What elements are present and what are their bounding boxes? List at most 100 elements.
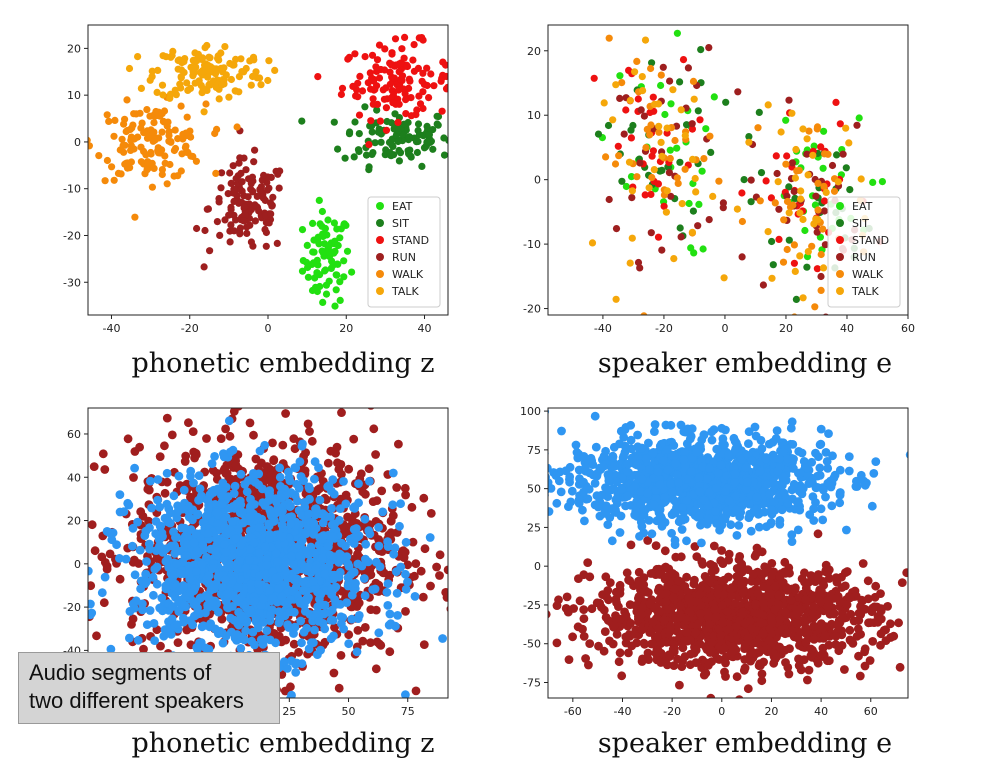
point-walk xyxy=(233,123,241,131)
point-run xyxy=(705,44,713,52)
point-speaker-2 xyxy=(317,600,326,610)
point-sit xyxy=(745,133,753,141)
point-speaker-2 xyxy=(198,540,208,550)
point-talk xyxy=(809,151,817,159)
point-speaker-2 xyxy=(172,559,182,569)
point-stand xyxy=(382,104,390,112)
point-run xyxy=(216,231,224,239)
point-walk xyxy=(177,102,185,110)
point-walk xyxy=(163,122,171,130)
point-speaker-2 xyxy=(167,614,177,624)
y-tick-label: 20 xyxy=(527,45,541,58)
points-layer xyxy=(69,33,475,310)
point-speaker-2 xyxy=(354,479,363,488)
point-speaker-2 xyxy=(136,584,145,594)
point-speaker-2 xyxy=(133,517,142,527)
point-walk xyxy=(674,179,682,187)
point-walk xyxy=(95,152,103,160)
point-speaker-2 xyxy=(360,514,370,524)
point-speaker-2 xyxy=(271,548,281,558)
point-run xyxy=(667,192,675,200)
point-eat xyxy=(667,100,675,108)
point-speaker-1 xyxy=(188,427,198,436)
point-speaker-2 xyxy=(236,592,246,602)
point-speaker-1 xyxy=(451,563,460,572)
point-speaker-1 xyxy=(854,651,863,661)
point-talk xyxy=(638,73,646,81)
point-stand xyxy=(358,87,367,95)
point-speaker-2 xyxy=(220,540,229,550)
point-speaker-1 xyxy=(813,573,823,583)
point-speaker-1 xyxy=(202,434,211,443)
point-speaker-2 xyxy=(207,459,217,468)
point-speaker-2 xyxy=(271,573,281,583)
point-speaker-2 xyxy=(186,471,195,481)
point-speaker-1 xyxy=(876,606,886,616)
point-eat xyxy=(330,219,338,227)
point-walk xyxy=(780,216,788,224)
point-run xyxy=(230,211,238,219)
point-speaker-2 xyxy=(327,520,337,530)
point-walk xyxy=(783,197,792,206)
point-walk xyxy=(700,155,708,163)
point-sit xyxy=(676,78,684,86)
point-speaker-1 xyxy=(368,497,378,506)
point-speaker-2 xyxy=(396,499,405,509)
point-talk xyxy=(217,64,225,72)
point-talk xyxy=(663,187,671,195)
point-stand xyxy=(419,36,427,44)
point-run xyxy=(705,216,713,224)
point-talk xyxy=(799,125,807,133)
point-run xyxy=(250,158,258,166)
point-walk xyxy=(192,157,200,165)
point-stand xyxy=(468,115,475,122)
legend-label-stand: STAND xyxy=(392,234,429,247)
point-sit xyxy=(648,59,656,67)
point-speaker-2 xyxy=(238,518,248,528)
point-speaker-2 xyxy=(378,507,388,517)
point-run xyxy=(232,175,240,183)
point-walk xyxy=(771,199,779,207)
x-tick-label: 25 xyxy=(282,705,296,718)
point-run xyxy=(267,210,275,218)
point-walk xyxy=(148,183,156,191)
point-speaker-1 xyxy=(615,648,625,658)
point-run xyxy=(790,187,798,196)
point-talk xyxy=(768,274,776,282)
point-talk xyxy=(658,152,666,160)
point-speaker-1 xyxy=(353,626,363,635)
point-speaker-1 xyxy=(775,642,784,652)
point-speaker-2 xyxy=(316,645,325,655)
point-speaker-2 xyxy=(265,586,274,595)
point-speaker-1 xyxy=(759,568,769,578)
x-tick-label: 40 xyxy=(840,322,854,335)
point-speaker-2 xyxy=(130,570,140,580)
point-stand xyxy=(373,56,382,64)
point-speaker-2 xyxy=(141,526,151,536)
point-speaker-2 xyxy=(88,599,95,609)
point-eat xyxy=(303,241,311,249)
point-run xyxy=(217,184,225,192)
point-speaker-2 xyxy=(288,586,297,596)
point-stand xyxy=(790,259,798,267)
point-walk xyxy=(69,119,76,126)
x-tick-label: 60 xyxy=(901,322,915,335)
point-speaker-2 xyxy=(155,603,165,613)
point-run xyxy=(636,159,644,167)
point-walk xyxy=(756,197,764,205)
point-stand xyxy=(381,45,389,53)
point-speaker-2 xyxy=(286,501,295,511)
point-talk xyxy=(842,124,850,132)
point-eat xyxy=(782,116,790,124)
point-stand xyxy=(444,83,448,91)
point-run xyxy=(659,63,667,71)
point-speaker-2 xyxy=(155,502,164,512)
point-speaker-2 xyxy=(382,587,392,597)
point-speaker-2 xyxy=(320,569,330,579)
point-speaker-1 xyxy=(707,567,717,577)
legend-marker xyxy=(836,253,844,261)
point-eat xyxy=(340,273,348,281)
point-speaker-1 xyxy=(707,638,716,647)
point-stand xyxy=(438,107,446,115)
point-speaker-1 xyxy=(599,646,609,656)
